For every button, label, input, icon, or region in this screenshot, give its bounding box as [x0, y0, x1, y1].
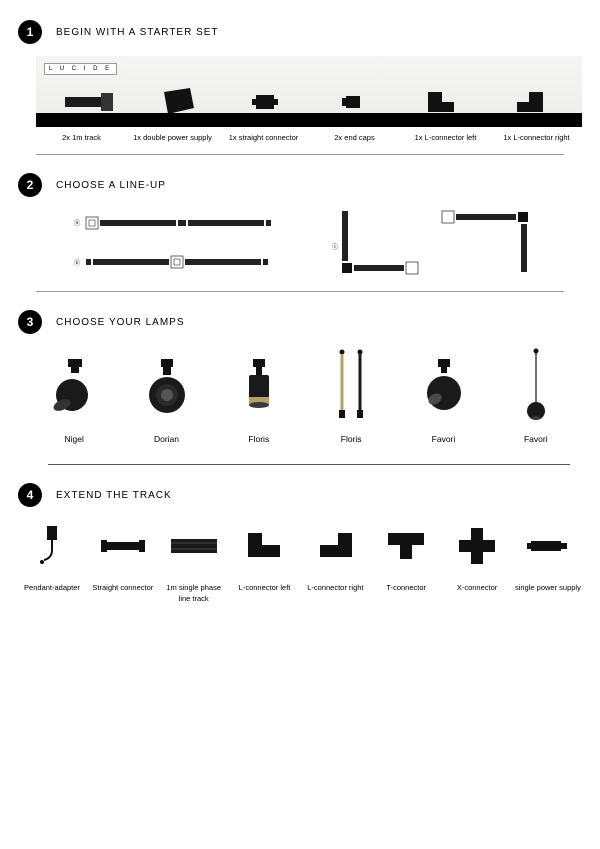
- extend-row: Pendant-adapter Straight connector 1m si…: [18, 521, 582, 604]
- extend-t: T-connector: [372, 521, 440, 604]
- extend-pendant: Pendant-adapter: [18, 521, 86, 604]
- lineup-area: ⓐ ⓑ ⓒ: [68, 209, 582, 279]
- extend-label-1: Straight connector: [89, 583, 157, 594]
- step-2-title: CHOOSE A LINE-UP: [56, 180, 166, 191]
- track-icon: [48, 81, 128, 123]
- pendant-adapter-icon: [18, 521, 86, 571]
- starter-labels: 2x 1m track 1x double power supply 1x st…: [36, 133, 582, 142]
- step-1-badge: 1: [18, 20, 42, 44]
- lineup-corner: ⓒ: [332, 209, 582, 279]
- starter-label-5: 1x L-connector right: [497, 133, 577, 142]
- extend-label-6: X-connector: [443, 583, 511, 594]
- starter-label-4: 1x L-connector left: [406, 133, 486, 142]
- single-psu-icon: [514, 521, 582, 571]
- l-right-conn-icon: [301, 521, 369, 571]
- lamp-row: Nigel Dorian Floris Floris Favori: [28, 346, 582, 444]
- starter-label-1: 1x double power supply: [133, 133, 213, 142]
- starter-item-l-left: [401, 81, 481, 123]
- step-3-badge: 3: [18, 310, 42, 334]
- svg-text:ⓑ: ⓑ: [74, 259, 80, 267]
- psu-icon: [136, 81, 216, 123]
- starter-label-0: 2x 1m track: [42, 133, 122, 142]
- starter-row: [44, 81, 574, 123]
- step-4-title: EXTEND THE TRACK: [56, 490, 172, 501]
- step-2-header: 2 CHOOSE A LINE-UP: [18, 173, 582, 197]
- dorian-icon: [125, 346, 208, 424]
- endcaps-icon: [313, 81, 393, 123]
- extend-label-5: T-connector: [372, 583, 440, 594]
- floris2-icon: [310, 346, 393, 424]
- lamp-label-0: Nigel: [33, 434, 116, 444]
- lamp-floris-2: Floris: [310, 346, 393, 444]
- extend-x: X-connector: [443, 521, 511, 604]
- extend-l-right: L-connector right: [301, 521, 369, 604]
- lineup-straight: ⓐ ⓑ: [68, 209, 302, 279]
- t-conn-icon: [372, 521, 440, 571]
- starter-label-2: 1x straight connector: [224, 133, 304, 142]
- extend-straight: Straight connector: [89, 521, 157, 604]
- lamp-floris-1: Floris: [217, 346, 300, 444]
- l-right-icon: [490, 81, 570, 123]
- divider-2: [36, 291, 564, 292]
- step-1-title: BEGIN WITH A STARTER SET: [56, 27, 219, 38]
- step-3-title: CHOOSE YOUR LAMPS: [56, 317, 185, 328]
- lamp-label-2: Floris: [217, 434, 300, 444]
- lamp-nigel: Nigel: [33, 346, 116, 444]
- extend-psu: single power supply: [514, 521, 582, 604]
- nigel-icon: [33, 346, 116, 424]
- favori1-icon: [402, 346, 485, 424]
- starter-item-endcaps: [313, 81, 393, 123]
- lamp-label-1: Dorian: [125, 434, 208, 444]
- straight-conn-icon: [89, 521, 157, 571]
- step-4-badge: 4: [18, 483, 42, 507]
- starter-label-3: 2x end caps: [315, 133, 395, 142]
- extend-label-2: 1m single phase line track: [160, 583, 228, 604]
- step-1-header: 1 BEGIN WITH A STARTER SET: [18, 20, 582, 44]
- favori2-icon: [494, 346, 577, 424]
- divider-3: [48, 464, 570, 465]
- step-3-header: 3 CHOOSE YOUR LAMPS: [18, 310, 582, 334]
- lamp-favori-2: Favori: [494, 346, 577, 444]
- l-left-icon: [401, 81, 481, 123]
- extend-label-4: L-connector right: [301, 583, 369, 594]
- floris1-icon: [217, 346, 300, 424]
- divider-1: [36, 154, 564, 155]
- extend-label-7: single power supply: [514, 583, 582, 594]
- extend-l-left: L-connector left: [231, 521, 299, 604]
- step-4-header: 4 EXTEND THE TRACK: [18, 483, 582, 507]
- extend-label-0: Pendant-adapter: [18, 583, 86, 594]
- lamp-label-3: Floris: [310, 434, 393, 444]
- step-3-section: 3 CHOOSE YOUR LAMPS Nigel Dorian Floris: [18, 310, 582, 465]
- step-2-section: 2 CHOOSE A LINE-UP ⓐ ⓑ: [18, 173, 582, 292]
- extend-track: 1m single phase line track: [160, 521, 228, 604]
- starter-item-straight: [225, 81, 305, 123]
- starter-item-l-right: [490, 81, 570, 123]
- starter-item-psu: [136, 81, 216, 123]
- svg-text:ⓐ: ⓐ: [74, 219, 80, 227]
- straight-connector-icon: [225, 81, 305, 123]
- lamp-label-4: Favori: [402, 434, 485, 444]
- lamp-label-5: Favori: [494, 434, 577, 444]
- starter-item-track: [48, 81, 128, 123]
- starter-banner: L U C I D E: [36, 56, 582, 127]
- step-4-section: 4 EXTEND THE TRACK Pendant-adapter Strai…: [18, 483, 582, 604]
- x-conn-icon: [443, 521, 511, 571]
- step-1-section: 1 BEGIN WITH A STARTER SET L U C I D E: [18, 20, 582, 155]
- step-2-badge: 2: [18, 173, 42, 197]
- lamp-favori-1: Favori: [402, 346, 485, 444]
- brand-label: L U C I D E: [44, 63, 117, 75]
- l-left-conn-icon: [231, 521, 299, 571]
- lamp-dorian: Dorian: [125, 346, 208, 444]
- extend-label-3: L-connector left: [231, 583, 299, 594]
- track-1m-icon: [160, 521, 228, 571]
- svg-text:ⓒ: ⓒ: [332, 243, 338, 251]
